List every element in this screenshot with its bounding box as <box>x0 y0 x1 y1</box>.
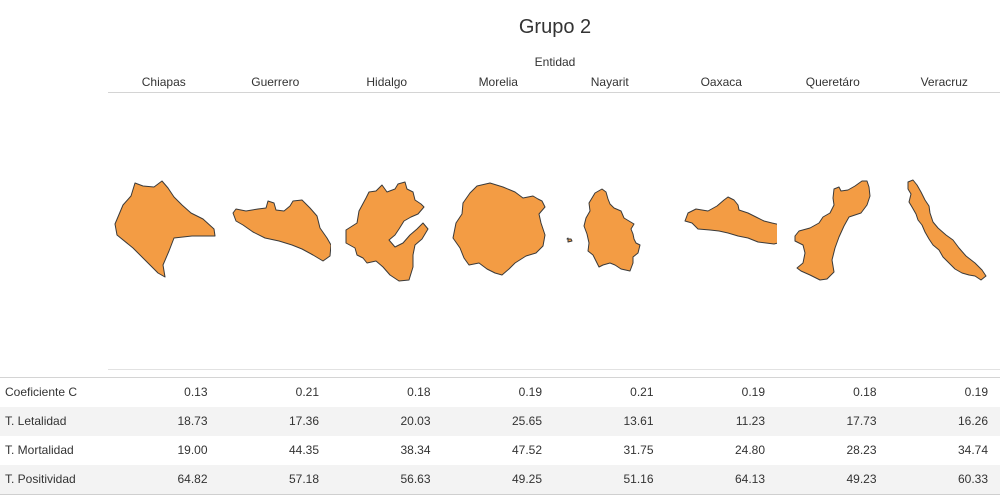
table-top-divider <box>0 377 1000 378</box>
table-cell: 60.33 <box>957 472 988 486</box>
table-cell: 49.25 <box>511 472 542 486</box>
state-shape-nayarit[interactable] <box>554 93 666 370</box>
table-cell: 17.36 <box>288 414 319 428</box>
table-cell: 19.00 <box>177 443 208 457</box>
table-cell: 16.26 <box>957 414 988 428</box>
table-cell: 57.18 <box>288 472 319 486</box>
table-row-coeficiente-c: Coeficiente C 0.13 0.21 0.18 0.19 0.21 0… <box>0 378 1000 407</box>
state-shape-queretaro[interactable] <box>777 93 889 370</box>
table-cell: 51.16 <box>623 472 654 486</box>
table-cell: 49.23 <box>846 472 877 486</box>
table-cell: 0.18 <box>407 385 431 399</box>
header-divider <box>108 92 1000 93</box>
column-header-chiapas[interactable]: Chiapas <box>141 75 186 89</box>
map-divider <box>108 369 1000 370</box>
map-cell-queretaro[interactable] <box>777 93 889 370</box>
state-shape-veracruz[interactable] <box>889 93 1000 370</box>
column-group-header: Entidad <box>534 55 576 69</box>
table-cell: 64.82 <box>177 472 208 486</box>
state-map-row <box>108 93 1000 370</box>
column-header-morelia[interactable]: Morelia <box>478 75 518 89</box>
state-shape-chiapas[interactable] <box>108 93 220 370</box>
row-label: T. Positividad <box>5 472 76 486</box>
table-cell: 17.73 <box>846 414 877 428</box>
map-cell-nayarit[interactable] <box>554 93 666 370</box>
table-row-t-positividad: T. Positividad 64.82 57.18 56.63 49.25 5… <box>0 465 1000 494</box>
table-row-t-mortalidad: T. Mortalidad 19.00 44.35 38.34 47.52 31… <box>0 436 1000 465</box>
column-header-veracruz[interactable]: Veracruz <box>920 75 968 89</box>
table-cell: 11.23 <box>735 414 765 428</box>
state-shape-morelia[interactable] <box>443 93 555 370</box>
table-cell: 47.52 <box>511 443 542 457</box>
column-header-nayarit[interactable]: Nayarit <box>590 75 629 89</box>
table-cell: 31.75 <box>623 443 654 457</box>
state-shape-guerrero[interactable] <box>220 93 332 370</box>
column-headers: Chiapas Guerrero Hidalgo Morelia Nayarit… <box>108 75 1000 93</box>
table-cell: 20.03 <box>400 414 431 428</box>
row-label: Coeficiente C <box>5 385 78 399</box>
table-cell: 0.21 <box>295 385 319 399</box>
row-label: T. Letalidad <box>5 414 67 428</box>
map-cell-hidalgo[interactable] <box>331 93 443 370</box>
table-cell: 44.35 <box>288 443 319 457</box>
column-header-oaxaca[interactable]: Oaxaca <box>700 75 742 89</box>
table-cell: 28.23 <box>846 443 877 457</box>
table-cell: 0.18 <box>853 385 877 399</box>
table-cell: 38.34 <box>400 443 431 457</box>
table-cell: 25.65 <box>511 414 542 428</box>
table-cell: 24.80 <box>734 443 765 457</box>
column-header-guerrero[interactable]: Guerrero <box>251 75 300 89</box>
table-cell: 13.61 <box>623 414 654 428</box>
table-cell: 34.74 <box>957 443 988 457</box>
column-header-queretaro[interactable]: Queretáro <box>805 75 860 89</box>
table-cell: 0.19 <box>741 385 765 399</box>
row-label: T. Mortalidad <box>5 443 74 457</box>
table-cell: 0.13 <box>184 385 208 399</box>
map-cell-guerrero[interactable] <box>220 93 332 370</box>
map-cell-chiapas[interactable] <box>108 93 220 370</box>
table-cell: 0.21 <box>630 385 654 399</box>
chart-title: Grupo 2 <box>518 16 592 38</box>
map-cell-morelia[interactable] <box>443 93 555 370</box>
state-shape-hidalgo[interactable] <box>331 93 443 370</box>
table-cell: 56.63 <box>400 472 431 486</box>
state-shape-oaxaca[interactable] <box>666 93 778 370</box>
column-header-hidalgo[interactable]: Hidalgo <box>366 75 408 89</box>
table-cell: 0.19 <box>964 385 988 399</box>
table-row-t-letalidad: T. Letalidad 18.73 17.36 20.03 25.65 13.… <box>0 407 1000 436</box>
table-cell: 64.13 <box>734 472 765 486</box>
map-cell-veracruz[interactable] <box>889 93 1000 370</box>
table-bottom-divider <box>0 494 1000 495</box>
map-cell-oaxaca[interactable] <box>666 93 778 370</box>
table-cell: 18.73 <box>177 414 208 428</box>
table-cell: 0.19 <box>518 385 542 399</box>
